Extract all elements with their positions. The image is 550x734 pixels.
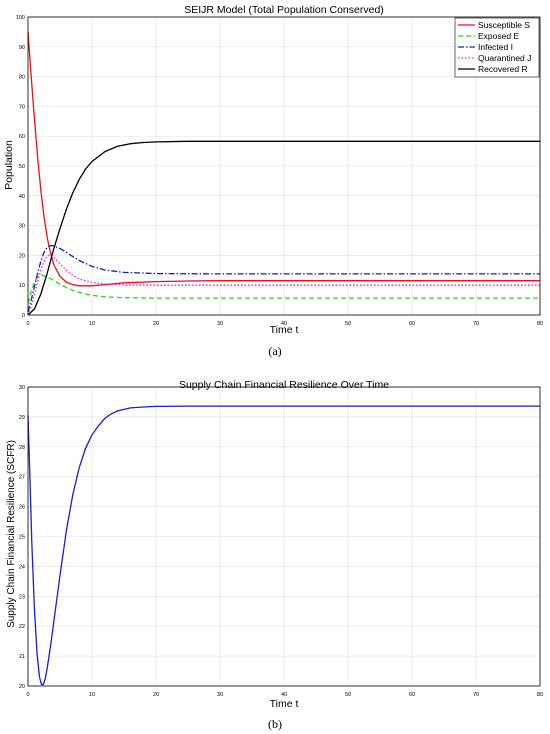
grid-a bbox=[27, 16, 541, 316]
scfr-chart: 0 10 20 30 40 50 60 70 802021222324252627282930 … bbox=[6, 379, 543, 710]
y-tick-label: 70 bbox=[19, 104, 25, 110]
x-tick-label: 40 bbox=[281, 692, 287, 698]
y-tick-label: 40 bbox=[19, 194, 25, 200]
y-tick-label: 90 bbox=[19, 45, 25, 51]
series-line-quarantined-j bbox=[27, 254, 540, 316]
legend-label: Quarantined J bbox=[478, 53, 531, 63]
y-tick-label: 25 bbox=[19, 535, 25, 541]
series-line-recovered-r bbox=[27, 140, 540, 316]
x-tick-label: 60 bbox=[409, 321, 415, 327]
ticks-b: 0 10 20 30 40 50 60 70 80 20 21 22 23 24 25 26 27 28 29 30 bbox=[19, 385, 543, 698]
x-tick-label: 0 bbox=[26, 692, 29, 698]
legend-label: Recovered R bbox=[478, 64, 528, 74]
ticks-a: 0 10 20 30 40 50 60 70 80 0 10 20 30 40 50 60 70 80 90 100 bbox=[16, 15, 543, 327]
x-tick-label: 20 bbox=[153, 321, 159, 327]
legend-label: Susceptible S bbox=[478, 20, 530, 30]
chart-title-b: Supply Chain Financial Resilience Over T… bbox=[179, 379, 389, 391]
y-tick-label: 24 bbox=[19, 564, 25, 570]
y-tick-label: 30 bbox=[19, 224, 25, 230]
y-tick-label: 0 bbox=[22, 313, 25, 319]
y-tick-label: 21 bbox=[19, 654, 25, 660]
legend-label: Infected I bbox=[478, 42, 513, 52]
series-line-susceptible-s bbox=[27, 31, 540, 287]
y-tick-label: 20 bbox=[19, 684, 25, 690]
x-axis-label-a: Time t bbox=[270, 324, 299, 336]
series-lines-a bbox=[27, 31, 540, 316]
x-tick-label: 10 bbox=[89, 321, 95, 327]
seijr-chart: 0 10 20 30 40 50 60 70 800102030405060708090100 … bbox=[3, 4, 543, 336]
y-axis-label-b: Supply Chain Financial Resilience (SCFR) bbox=[6, 440, 17, 628]
x-tick-label: 80 bbox=[537, 321, 543, 327]
legend-box bbox=[454, 17, 540, 78]
y-tick-label: 50 bbox=[19, 164, 25, 170]
x-tick-label: 70 bbox=[473, 321, 479, 327]
y-tick-label: 26 bbox=[19, 505, 25, 511]
plot-frame-a bbox=[27, 16, 541, 316]
y-tick-label: 100 bbox=[16, 15, 25, 21]
x-tick-label: 60 bbox=[409, 692, 415, 698]
x-tick-label: 50 bbox=[345, 692, 351, 698]
series-line-infected-i bbox=[27, 244, 540, 313]
grid-b bbox=[27, 386, 541, 687]
x-tick-label: 80 bbox=[537, 692, 543, 698]
figure-caption-a: (a) bbox=[268, 344, 282, 358]
y-axis-label-a: Population bbox=[3, 140, 15, 190]
y-tick-label: 30 bbox=[19, 385, 25, 391]
y-tick-label: 27 bbox=[19, 475, 25, 481]
y-tick-label: 28 bbox=[19, 445, 25, 451]
x-tick-label: 10 bbox=[89, 692, 95, 698]
y-tick-label: 29 bbox=[19, 415, 25, 421]
x-axis-label-b: Time t bbox=[270, 698, 299, 710]
x-tick-label: 30 bbox=[217, 692, 223, 698]
chart-title-a: SEIJR Model (Total Population Conserved) bbox=[184, 4, 384, 16]
y-tick-label: 23 bbox=[19, 594, 25, 600]
x-tick-label: 70 bbox=[473, 692, 479, 698]
y-tick-label: 10 bbox=[19, 283, 25, 289]
x-tick-label: 0 bbox=[26, 321, 29, 327]
series-line-b-0 bbox=[27, 405, 540, 686]
plot-frame-b bbox=[27, 386, 541, 687]
x-tick-label: 30 bbox=[217, 321, 223, 327]
y-tick-label: 20 bbox=[19, 253, 25, 259]
y-tick-label: 80 bbox=[19, 75, 25, 81]
legend-label: Exposed E bbox=[478, 31, 519, 41]
series-lines-b bbox=[27, 405, 540, 686]
y-tick-label: 60 bbox=[19, 134, 25, 140]
y-tick-label: 22 bbox=[19, 624, 25, 630]
x-tick-label: 50 bbox=[345, 321, 351, 327]
figure-caption-b: (b) bbox=[268, 717, 282, 731]
x-tick-label: 40 bbox=[281, 321, 287, 327]
x-tick-label: 20 bbox=[153, 692, 159, 698]
